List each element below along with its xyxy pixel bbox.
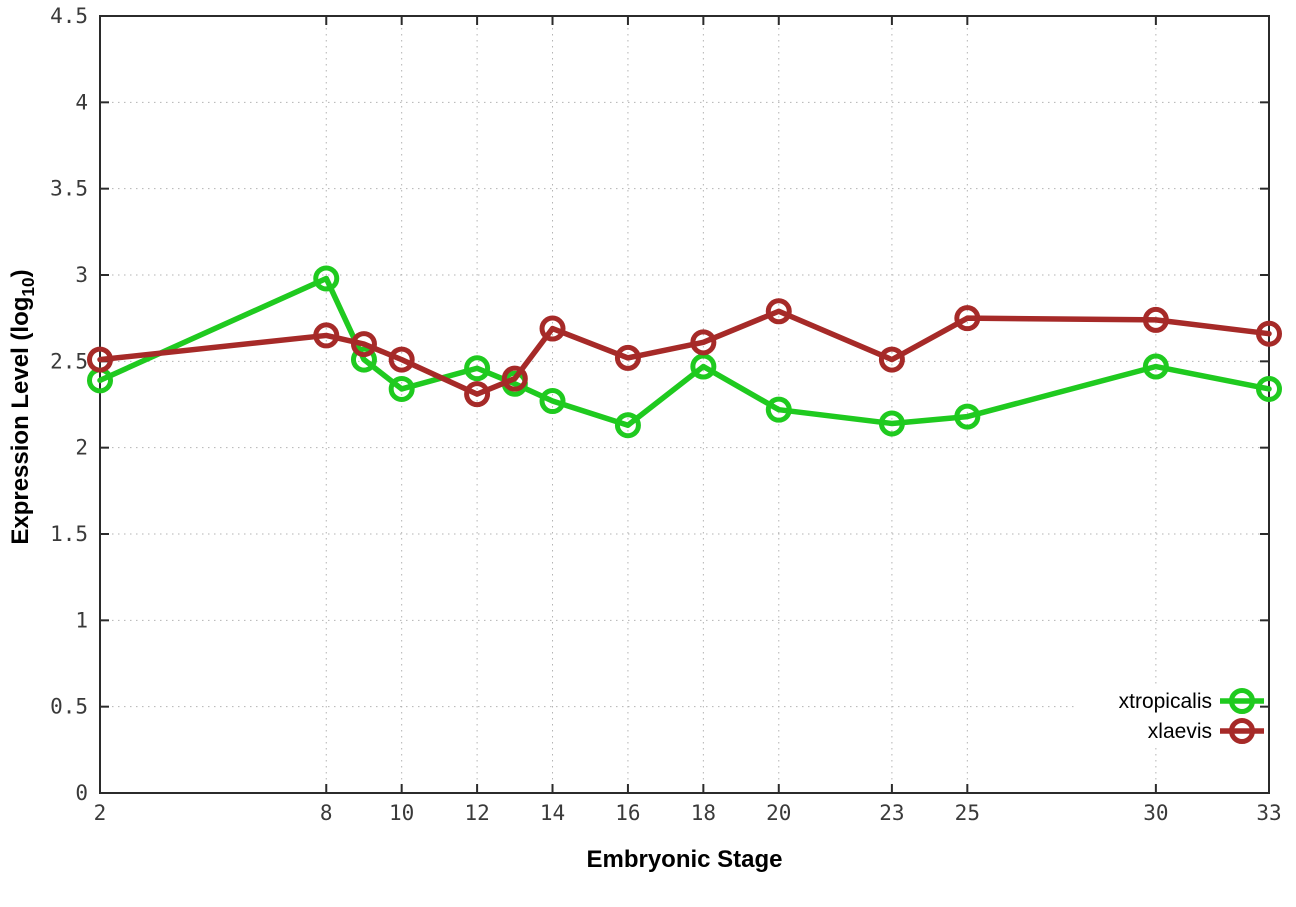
series-line-xlaevis xyxy=(97,308,1272,397)
data-point-xlaevis xyxy=(765,298,792,325)
data-point-xlaevis xyxy=(878,346,905,373)
x-tick-label: 14 xyxy=(540,801,565,825)
x-tick-label: 12 xyxy=(464,801,489,825)
data-point-xtropicalis xyxy=(388,375,415,402)
x-tick-label: 10 xyxy=(389,801,414,825)
legend-layer: xtropicalis xlaevis xyxy=(1119,688,1264,744)
data-point-xtropicalis xyxy=(313,265,340,292)
x-tick-label: 20 xyxy=(766,801,791,825)
legend-label-xlaevis: xlaevis xyxy=(1148,720,1212,743)
y-tick-label: 3 xyxy=(75,263,88,287)
x-tick-label: 33 xyxy=(1256,801,1281,825)
axis-layer xyxy=(99,15,1270,794)
data-point-xtropicalis xyxy=(690,353,717,380)
data-point-xlaevis xyxy=(614,344,641,371)
tick-label-layer: 2 8 10 12 14 16 18 20 23 25 30 33 0 0.5 1 1.5 2 2.5 3 3.5 4 4… xyxy=(50,4,1282,825)
x-tick-label: 16 xyxy=(615,801,640,825)
data-point-xlaevis xyxy=(501,365,528,392)
x-tick-label: 25 xyxy=(955,801,980,825)
data-point-xlaevis xyxy=(464,381,491,408)
y-tick-label: 2.5 xyxy=(50,349,88,373)
y-axis-title-suffix: ) xyxy=(7,269,34,278)
y-axis-title-text: Expression Level (log xyxy=(7,296,34,545)
data-point-xlaevis xyxy=(313,322,340,349)
data-point-xlaevis xyxy=(350,331,377,358)
y-tick-label: 0 xyxy=(75,781,88,805)
y-tick-label: 1 xyxy=(75,608,88,632)
x-tick-label: 8 xyxy=(320,801,333,825)
data-point-xtropicalis xyxy=(614,412,641,439)
y-axis-title: Expression Level (log10) xyxy=(7,17,41,797)
x-tick-label: 18 xyxy=(691,801,716,825)
data-point-xtropicalis xyxy=(765,396,792,423)
y-tick-label: 2 xyxy=(75,436,88,460)
y-tick-label: 4.5 xyxy=(50,4,88,28)
legend-marker-xlaevis xyxy=(1229,718,1255,744)
data-point-xlaevis xyxy=(1142,306,1169,333)
data-point-xtropicalis xyxy=(954,403,981,430)
data-point-xlaevis xyxy=(539,315,566,342)
data-point-xtropicalis xyxy=(878,410,905,437)
y-tick-label: 1.5 xyxy=(50,522,88,546)
data-point-xlaevis xyxy=(87,346,113,373)
x-tick-label: 2 xyxy=(94,801,107,825)
x-axis-title: Embryonic Stage xyxy=(586,846,783,873)
data-point-xlaevis xyxy=(388,346,415,373)
grid-layer xyxy=(100,16,1269,793)
data-point-xlaevis xyxy=(954,305,981,332)
data-point-xlaevis xyxy=(690,329,717,356)
data-point-xlaevis xyxy=(1256,320,1282,347)
series-line-xtropicalis xyxy=(97,275,1272,428)
plot-border xyxy=(99,15,1270,794)
y-tick-label: 3.5 xyxy=(50,177,88,201)
data-point-xtropicalis xyxy=(1256,375,1282,402)
y-tick-label: 0.5 xyxy=(50,695,88,719)
legend-label-xtropicalis: xtropicalis xyxy=(1119,690,1212,713)
data-point-xtropicalis xyxy=(464,355,491,382)
series-layer xyxy=(87,265,1282,439)
data-point-xtropicalis xyxy=(1142,353,1169,380)
y-tick-label: 4 xyxy=(75,90,88,114)
x-tick-label: 23 xyxy=(879,801,904,825)
x-tick-label: 30 xyxy=(1143,801,1168,825)
y-axis-title-subscript: 10 xyxy=(17,277,38,297)
legend-marker-xtropicalis xyxy=(1229,688,1255,714)
data-point-xtropicalis xyxy=(350,346,377,373)
data-point-xtropicalis xyxy=(539,388,566,415)
